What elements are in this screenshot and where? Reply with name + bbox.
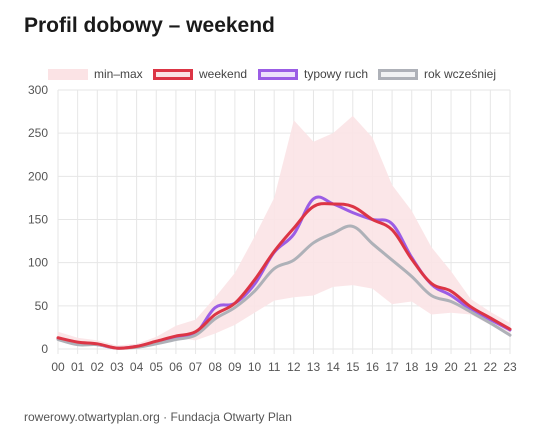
x-tick-label: 06 xyxy=(169,360,183,374)
legend-label-weekend: weekend xyxy=(199,67,248,81)
x-tick-label: 15 xyxy=(346,360,360,374)
legend-swatch-typical xyxy=(258,68,298,80)
x-tick-label: 12 xyxy=(287,360,301,374)
legend-swatch-band xyxy=(48,68,88,80)
legend-item-band[interactable]: min–max xyxy=(48,64,143,84)
y-tick-label: 0 xyxy=(41,342,48,356)
y-tick-label: 300 xyxy=(28,83,48,97)
x-tick-label: 22 xyxy=(484,360,498,374)
footer-source: rowerowy.otwartyplan.org · Fundacja Otwa… xyxy=(24,410,292,424)
legend-label-typical: typowy ruch xyxy=(304,67,369,81)
series-line-weekend xyxy=(56,202,512,350)
y-tick-label: 50 xyxy=(35,299,49,313)
x-tick-label: 14 xyxy=(326,360,340,374)
x-tick-label: 01 xyxy=(71,360,85,374)
x-tick-label: 18 xyxy=(405,360,419,374)
legend-item-prev-year[interactable]: rok wcześniej xyxy=(378,64,496,84)
x-axis-ticks: 00 01 02 03 04 05 06 07 08 09 10 11 12 13 14 15 16 17 18 19… xyxy=(51,360,517,374)
x-tick-label: 19 xyxy=(425,360,439,374)
x-tick-label: 16 xyxy=(366,360,380,374)
legend-swatch-weekend xyxy=(153,68,193,80)
x-tick-label: 04 xyxy=(130,360,144,374)
legend-swatch-prev-year xyxy=(378,68,418,80)
y-axis-ticks: 0 50 100 150 200 250 300 xyxy=(28,83,48,356)
y-tick-label: 150 xyxy=(28,213,48,227)
y-tick-label: 200 xyxy=(28,169,48,183)
x-tick-label: 05 xyxy=(150,360,164,374)
x-tick-label: 09 xyxy=(228,360,242,374)
min-max-band-area xyxy=(58,115,510,349)
x-tick-label: 07 xyxy=(189,360,203,374)
x-tick-label: 23 xyxy=(503,360,517,374)
legend-item-typical[interactable]: typowy ruch xyxy=(258,64,368,84)
x-tick-label: 10 xyxy=(248,360,262,374)
chart-legend: min–max weekend typowy ruch rok wcześnie… xyxy=(0,64,544,84)
x-tick-label: 21 xyxy=(464,360,478,374)
x-tick-label: 02 xyxy=(91,360,105,374)
x-tick-label: 13 xyxy=(307,360,321,374)
x-tick-label: 03 xyxy=(110,360,124,374)
min-max-band xyxy=(58,115,510,349)
series-lines xyxy=(56,195,512,350)
legend-label-band: min–max xyxy=(94,67,143,81)
x-tick-label: 08 xyxy=(209,360,223,374)
x-tick-label: 11 xyxy=(268,360,281,374)
y-tick-label: 100 xyxy=(28,256,48,270)
chart-title: Profil dobowy – weekend xyxy=(24,14,275,37)
x-tick-label: 17 xyxy=(385,360,399,374)
legend-item-weekend[interactable]: weekend xyxy=(153,64,247,84)
y-tick-label: 250 xyxy=(28,126,48,140)
x-tick-label: 20 xyxy=(444,360,458,374)
legend-label-prev-year: rok wcześniej xyxy=(424,67,497,81)
x-tick-label: 00 xyxy=(51,360,65,374)
